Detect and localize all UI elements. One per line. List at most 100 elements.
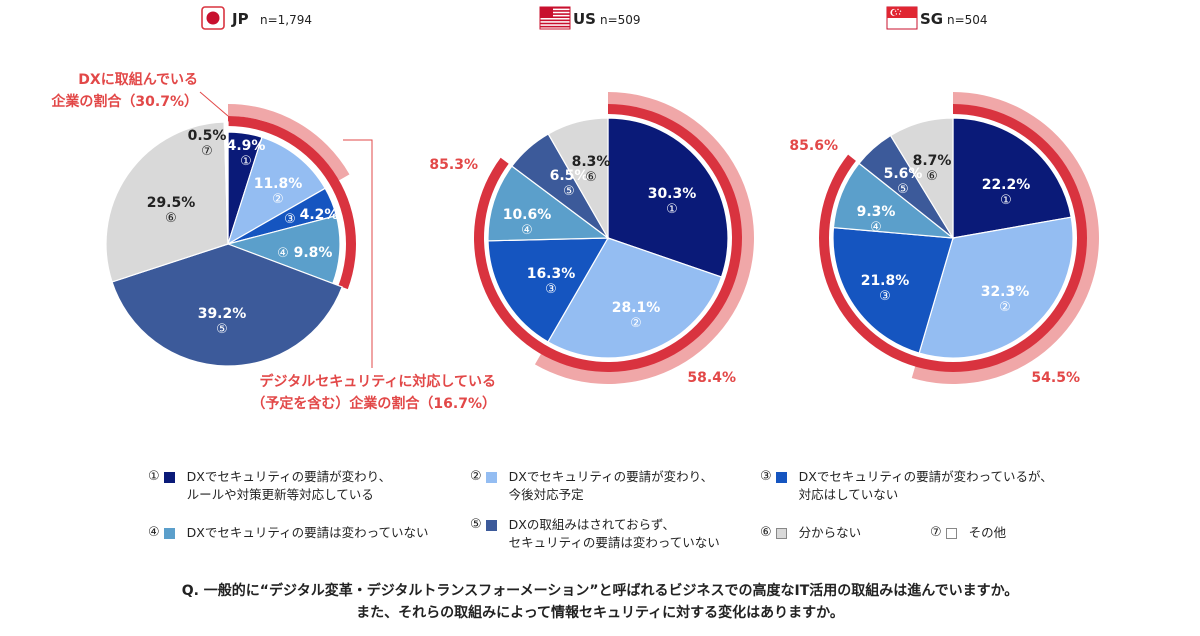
slice-label-sg-6-number: ⑥ bbox=[926, 169, 938, 184]
pie-chart-us: 30.3%① 28.1%② 16.3%③ 10.6%④ 6.5%⑤ 8.3%⑥ 85.3% 5… bbox=[429, 92, 754, 386]
slice-label-us-1-number: ① bbox=[666, 202, 678, 217]
slice-label-us-3-number: ③ bbox=[545, 282, 557, 297]
pie-chart-jp: 4.9%①11.8%②③ 4.2% ④ 9.8% 39.2%⑤ 29.5%⑥ 0.5%⑦ DX… bbox=[50, 71, 496, 412]
slice-label-jp-6-number: ⑥ bbox=[165, 211, 177, 226]
legend-item-6: ⑥ 分からない bbox=[760, 524, 861, 542]
slice-label-jp-5-number: ⑤ bbox=[216, 322, 228, 337]
country-code: JP bbox=[231, 10, 249, 28]
sg-security-share-label: 54.5% bbox=[1031, 370, 1080, 386]
legend-swatch bbox=[775, 472, 787, 483]
slice-label-jp-3-value: 4.2% bbox=[300, 207, 339, 223]
legend-item-2: ② DXでセキュリティの要請が変わり、 今後対応予定 bbox=[470, 468, 713, 504]
slice-label-sg-5-value: 5.6% bbox=[884, 166, 923, 182]
legend-text-line1: その他 bbox=[968, 525, 1007, 540]
legend-text-line2: セキュリティの要請は変わっていない bbox=[508, 535, 720, 550]
legend-item-7: ⑦ その他 bbox=[930, 524, 1006, 542]
legend-text-line1: DXの取組みはされておらず、 bbox=[508, 517, 675, 532]
slice-label-sg-1-value: 22.2% bbox=[982, 177, 1031, 193]
slice-label-jp-6-value: 29.5% bbox=[147, 195, 196, 211]
slice-label-sg-4-value: 9.3% bbox=[857, 204, 896, 220]
pie-chart-sg: 22.2%① 32.3%② 21.8%③ 9.3%④ 5.6%⑤ 8.7%⑥ 85.6% 54… bbox=[789, 92, 1099, 386]
legend-text-line1: DXでセキュリティの要請が変わり、 bbox=[508, 469, 714, 484]
legend-swatch bbox=[775, 528, 787, 539]
legend-text-line1: 分からない bbox=[798, 525, 862, 540]
legend-swatch bbox=[485, 472, 497, 483]
slice-label-jp-4-number: ④ bbox=[277, 246, 289, 261]
slice-label-sg-4-number: ④ bbox=[870, 220, 882, 235]
slice-label-sg-5-number: ⑤ bbox=[897, 182, 909, 197]
pie-slice-sg-6 bbox=[889, 117, 954, 241]
slice-label-us-3-value: 16.3% bbox=[527, 266, 576, 282]
legend-number: ⑤ bbox=[470, 517, 482, 532]
slice-label-jp-4-value: 9.8% bbox=[294, 245, 333, 261]
jp-dx-annotation-line1: DXに取組んでいる bbox=[78, 71, 198, 88]
legend-swatch bbox=[485, 520, 497, 531]
slice-label-us-2-value: 28.1% bbox=[612, 300, 661, 316]
slice-label-us-5-value: 6.5% bbox=[550, 168, 589, 184]
slice-label-us-4-value: 10.6% bbox=[503, 207, 552, 223]
pie-slice-us-4 bbox=[487, 165, 610, 242]
us-flag-icon bbox=[539, 6, 571, 30]
security-response-ring bbox=[228, 104, 350, 181]
pie-slice-sg-3 bbox=[832, 226, 954, 354]
legend-text-line2: ルールや対策更新等対応している bbox=[186, 487, 374, 502]
legend-number: ① bbox=[148, 469, 160, 484]
legend-item-3: ③ DXでセキュリティの要請が変わっているが、 対応はしていない bbox=[760, 468, 1053, 504]
slice-label-us-5-number: ⑤ bbox=[563, 184, 575, 199]
country-code: US bbox=[573, 10, 596, 28]
sg-dx-share-label: 85.6% bbox=[789, 138, 838, 154]
slice-label-jp-1-value: 4.9% bbox=[227, 138, 266, 154]
slice-label-sg-2-value: 32.3% bbox=[981, 284, 1030, 300]
pie-slice-jp-6 bbox=[105, 121, 229, 283]
pie-slice-jp-5 bbox=[111, 243, 343, 367]
country-header-sg: SG n=504 bbox=[886, 6, 988, 30]
dx-share-ring bbox=[228, 116, 356, 290]
pie-slice-jp-2 bbox=[226, 136, 326, 246]
country-header-us: US n=509 bbox=[539, 6, 641, 30]
pie-slice-jp-7 bbox=[223, 121, 229, 245]
legend-swatch bbox=[163, 472, 175, 483]
singapore-flag-icon bbox=[886, 6, 918, 30]
slice-label-sg-6-value: 8.7% bbox=[913, 153, 952, 169]
legend-text-line1: DXでセキュリティの要請が変わっているが、 bbox=[798, 469, 1053, 484]
japan-flag-disc bbox=[206, 11, 220, 25]
slice-label-sg-3-number: ③ bbox=[879, 289, 891, 304]
slice-label-us-6-number: ⑥ bbox=[585, 170, 597, 185]
legend-swatch bbox=[163, 528, 175, 539]
slice-label-jp-7-number: ⑦ bbox=[201, 144, 213, 159]
legend-number: ④ bbox=[148, 525, 160, 540]
jp-security-leader-line bbox=[343, 139, 373, 368]
question-line2: また、それらの取組みによって情報セキュリティに対する変化はありますか。 bbox=[356, 605, 844, 621]
slice-label-jp-3-number: ③ bbox=[284, 212, 296, 227]
legend-number: ⑦ bbox=[930, 525, 942, 540]
sample-size: n=504 bbox=[947, 13, 988, 27]
pie-slice-sg-2 bbox=[918, 216, 1074, 359]
question-text: Q. 一般的に“デジタル変革・デジタルトランスフォーメーション”と呼ばれるビジネ… bbox=[0, 580, 1200, 624]
jp-dx-leader-line bbox=[199, 91, 229, 117]
jp-security-annotation-line2: （予定を含む）企業の割合（16.7%） bbox=[251, 395, 496, 412]
legend-text-line2: 対応はしていない bbox=[798, 487, 899, 502]
question-line1: Q. 一般的に“デジタル変革・デジタルトランスフォーメーション”と呼ばれるビジネ… bbox=[181, 583, 1019, 599]
pie-slice-sg-1 bbox=[952, 117, 1072, 239]
pie-slice-us-6 bbox=[547, 117, 609, 241]
slice-label-jp-2-number: ② bbox=[272, 192, 284, 207]
sample-size: n=509 bbox=[600, 13, 641, 27]
legend-item-1: ① DXでセキュリティの要請が変わり、 ルールや対策更新等対応している bbox=[148, 468, 391, 504]
jp-security-annotation-line1: デジタルセキュリティに対応している bbox=[260, 373, 496, 390]
legend-item-5: ⑤ DXの取組みはされておらず、セキュリティの要請は変わっていない bbox=[470, 516, 720, 552]
slice-label-jp-2-value: 11.8% bbox=[254, 176, 303, 192]
legend-text-line1: DXでセキュリティの要請は変わっていない bbox=[186, 525, 429, 540]
sample-size: n=1,794 bbox=[260, 13, 312, 27]
slice-label-jp-7-value: 0.5% bbox=[188, 128, 227, 144]
slice-label-jp-5-value: 39.2% bbox=[198, 306, 247, 322]
legend-number: ⑥ bbox=[760, 525, 772, 540]
country-header-jp: JP n=1,794 bbox=[201, 6, 312, 30]
slice-label-us-2-number: ② bbox=[630, 316, 642, 331]
legend-text-line1: DXでセキュリティの要請が変わり、 bbox=[186, 469, 392, 484]
us-dx-share-label: 85.3% bbox=[429, 157, 478, 173]
legend-text-line2: 今後対応予定 bbox=[508, 487, 584, 502]
legend-number: ③ bbox=[760, 469, 772, 484]
legend-item-4: ④ DXでセキュリティの要請は変わっていない bbox=[148, 524, 428, 542]
country-code: SG bbox=[920, 10, 943, 28]
